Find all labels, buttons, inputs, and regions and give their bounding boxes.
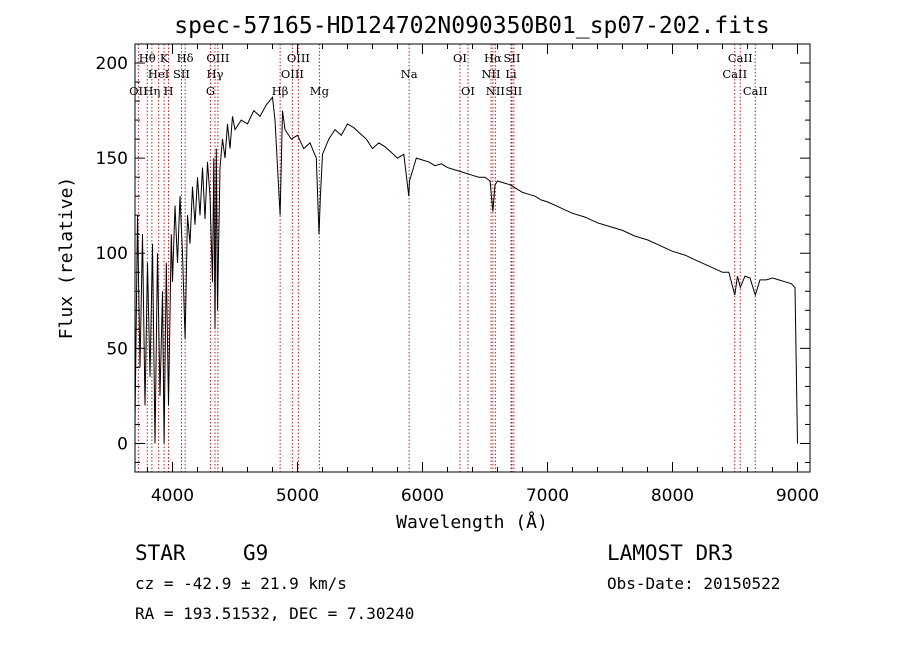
spectral-line-label: NII	[486, 84, 505, 98]
coordinates: RA = 193.51532, DEC = 7.30240	[135, 604, 414, 623]
spectral-line-label: HeI	[148, 67, 169, 81]
spectral-line-label: Hη	[143, 84, 160, 98]
spectral-line-label: K	[160, 51, 169, 65]
spectral-line-label: OIII	[206, 51, 229, 65]
x-tick-label: 8000	[651, 486, 694, 506]
x-tick-label: 6000	[401, 486, 444, 506]
spectral-line-label: CaII	[743, 84, 768, 98]
spectral-line-label: CaII	[722, 67, 747, 81]
spectral-line-label: Li	[505, 67, 517, 81]
y-axis-label: Flux (relative)	[56, 177, 77, 340]
spectral-line-label: SII	[505, 84, 522, 98]
spectral-line-label: Hγ	[207, 67, 224, 81]
y-tick-label: 0	[117, 434, 128, 454]
spectral-line-label: OII	[129, 84, 148, 98]
spectral-line-label: Hθ	[139, 51, 156, 65]
x-tick-label: 5000	[276, 486, 319, 506]
spectral-line-label: OI	[453, 51, 467, 65]
chart-title: spec-57165-HD124702N090350B01_sp07-202.f…	[174, 13, 769, 39]
y-tick-label: 50	[106, 339, 128, 359]
flux-series-line	[134, 96, 798, 444]
x-tick-label: 4000	[151, 486, 194, 506]
spectral-line-label: Hδ	[177, 51, 194, 65]
survey-name: LAMOST DR3	[607, 541, 733, 565]
plot-frame	[134, 43, 811, 473]
x-axis-label: Wavelength (Å)	[396, 511, 548, 533]
x-tick-label: 9000	[776, 486, 819, 506]
spectral-line-labels: OIIHθHηHeIKHSIIHδGHγOIIIHβOIIIOIIIMgNaOI…	[129, 51, 768, 98]
y-axis-ticks: 0 50 100 150 200	[96, 43, 810, 463]
spectral-line-label: OI	[461, 84, 475, 98]
spectral-line-label: NII	[481, 67, 500, 81]
spectral-line-label: OIII	[287, 51, 310, 65]
spectral-line-label: Na	[401, 67, 418, 81]
spectral-line-markers	[137, 44, 756, 472]
spectral-line-label: H	[163, 84, 173, 98]
spectral-line-label: G	[206, 84, 215, 98]
spectral-line-label: Mg	[310, 84, 330, 98]
x-tick-label: 7000	[526, 486, 569, 506]
spectral-line-label: Hβ	[272, 84, 289, 98]
object-subclass: G9	[243, 541, 268, 565]
redshift-cz: cz = -42.9 ± 21.9 km/s	[135, 574, 347, 593]
spectral-line-label: OIII	[281, 67, 304, 81]
spectral-line-label: SII	[504, 51, 521, 65]
spectral-line-label: SII	[173, 67, 190, 81]
spectral-line-label: CaII	[728, 51, 753, 65]
object-class: STAR	[135, 541, 186, 565]
x-axis-ticks: 4000 5000 6000 7000 8000 9000	[147, 44, 819, 506]
spectral-line-label: Hα	[484, 51, 502, 65]
y-tick-label: 150	[96, 149, 128, 169]
y-tick-label: 200	[96, 54, 128, 74]
y-tick-label: 100	[96, 244, 128, 264]
observation-date: Obs-Date: 20150522	[607, 574, 780, 593]
